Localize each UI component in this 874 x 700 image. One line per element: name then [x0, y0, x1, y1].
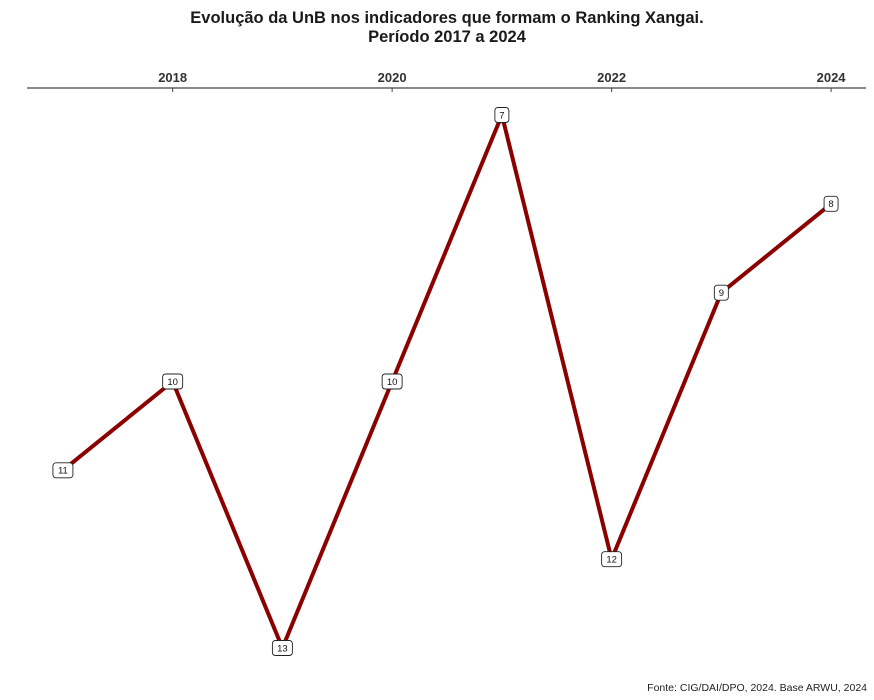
- source-caption: Fonte: CIG/DAI/DPO, 2024. Base ARWU, 202…: [647, 682, 867, 694]
- data-label-box: [713, 284, 729, 301]
- data-label-text: 10: [167, 377, 178, 388]
- data-label-box: [601, 551, 623, 568]
- x-tick-label: 2022: [597, 70, 626, 85]
- series-polyline: [60, 113, 834, 650]
- x-axis-ticks: 2018 2020 2022 2024: [158, 70, 846, 92]
- data-label: 7: [494, 107, 510, 123]
- data-label-text: 10: [387, 377, 398, 388]
- data-label-box: [823, 195, 839, 212]
- data-label-box: [162, 373, 184, 390]
- data-label-text: 13: [277, 643, 288, 654]
- x-tick-label: 2020: [378, 70, 407, 85]
- data-label: 10: [381, 373, 403, 390]
- data-label: 12: [601, 551, 623, 568]
- data-labels: 11 10 13 10 7 12 9 8: [52, 107, 839, 656]
- data-label: 9: [713, 284, 729, 301]
- data-label-text: 11: [58, 466, 68, 477]
- data-label-box: [381, 373, 403, 390]
- x-tick-label: 2024: [817, 70, 847, 85]
- chart-subtitle: Período 2017 a 2024: [368, 28, 527, 46]
- data-label-text: 8: [828, 199, 833, 210]
- data-label-text: 12: [606, 555, 617, 566]
- data-label: 11: [52, 462, 74, 479]
- chart-title: Evolução da UnB nos indicadores que form…: [190, 9, 703, 27]
- data-label-box: [271, 640, 293, 656]
- data-label-box: [494, 107, 510, 123]
- data-label: 8: [823, 195, 839, 212]
- x-tick-label: 2018: [158, 70, 187, 85]
- data-label-box: [52, 462, 74, 479]
- data-label-text: 9: [719, 288, 724, 299]
- data-label: 10: [162, 373, 184, 390]
- data-label-text: 7: [499, 110, 504, 121]
- data-label: 13: [271, 640, 293, 656]
